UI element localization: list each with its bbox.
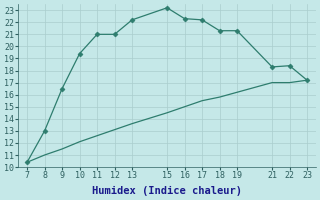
X-axis label: Humidex (Indice chaleur): Humidex (Indice chaleur) [92, 186, 242, 196]
